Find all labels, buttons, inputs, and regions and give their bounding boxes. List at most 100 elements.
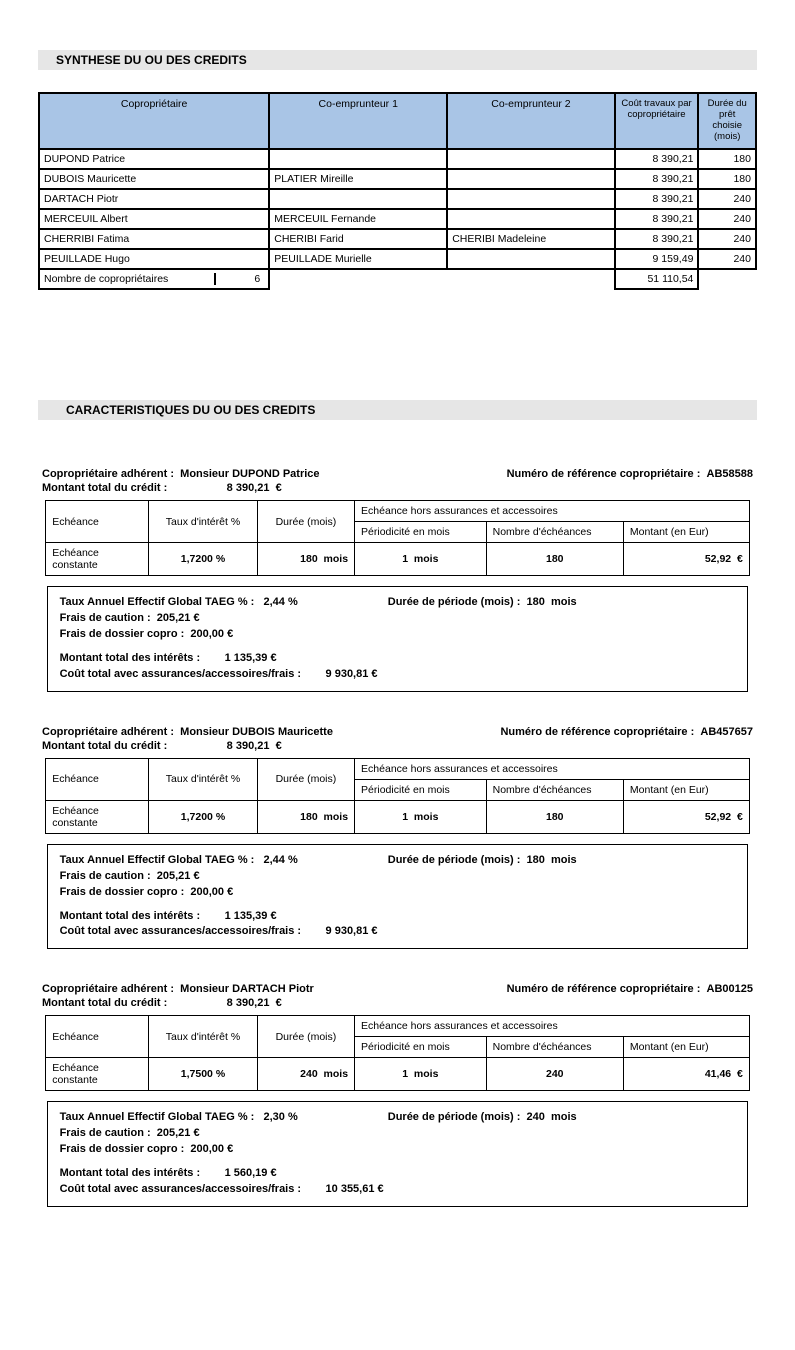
c-nb: 180 bbox=[486, 543, 623, 576]
c-taux: 1,7500 % bbox=[149, 1058, 258, 1091]
ref-line: Numéro de référence copropriétaire : AB0… bbox=[507, 983, 753, 995]
adherent-line: Copropriétaire adhérent : Monsieur DUBOI… bbox=[42, 726, 333, 738]
table-row: DUBOIS MauricettePLATIER Mireille8 390,2… bbox=[39, 169, 756, 189]
summary-box: Taux Annuel Effectif Global TAEG % : 2,3… bbox=[47, 1101, 749, 1207]
cell-dur: 180 bbox=[698, 169, 756, 189]
h-duree: Durée (mois) bbox=[257, 501, 354, 543]
cell-cost: 8 390,21 bbox=[615, 169, 699, 189]
footer-total: 51 110,54 bbox=[615, 269, 699, 289]
cell-copro: DARTACH Piotr bbox=[39, 189, 269, 209]
cell-dur: 240 bbox=[698, 249, 756, 269]
caution-line: Frais de caution : 205,21 € bbox=[60, 869, 736, 885]
dureeperiode-line: Durée de période (mois) : 180 mois bbox=[388, 853, 577, 869]
cell-cost: 8 390,21 bbox=[615, 149, 699, 169]
cell-co2 bbox=[447, 149, 614, 169]
cell-copro: MERCEUIL Albert bbox=[39, 209, 269, 229]
h-nb: Nombre d'échéances bbox=[486, 1037, 623, 1058]
montant-line: Montant total du crédit : 8 390,21 € bbox=[42, 482, 753, 494]
cout-line: Coût total avec assurances/accessoires/f… bbox=[60, 924, 736, 940]
cell-co1: CHERIBI Farid bbox=[269, 229, 447, 249]
table-row: DUPOND Patrice 8 390,21180 bbox=[39, 149, 756, 169]
c-echconst: Echéance constante bbox=[46, 543, 149, 576]
h-period: Périodicité en mois bbox=[355, 522, 487, 543]
cell-dur: 240 bbox=[698, 189, 756, 209]
adherent-line: Copropriétaire adhérent : Monsieur DUPON… bbox=[42, 468, 320, 480]
dossier-line: Frais de dossier copro : 200,00 € bbox=[60, 885, 736, 901]
c-duree: 180 mois bbox=[257, 543, 354, 576]
c-period: 1 mois bbox=[355, 1058, 487, 1091]
montant-line: Montant total du crédit : 8 390,21 € bbox=[42, 997, 753, 1009]
c-duree: 180 mois bbox=[257, 800, 354, 833]
h-hors: Echéance hors assurances et accessoires bbox=[355, 1016, 750, 1037]
h-mnt: Montant (en Eur) bbox=[623, 779, 749, 800]
taeg-line: Taux Annuel Effectif Global TAEG % : 2,4… bbox=[60, 853, 298, 869]
section-title-synthese: SYNTHESE DU OU DES CREDITS bbox=[38, 50, 757, 70]
cout-line: Coût total avec assurances/accessoires/f… bbox=[60, 667, 736, 683]
cell-co1 bbox=[269, 149, 447, 169]
cell-cost: 9 159,49 bbox=[615, 249, 699, 269]
adherent-line: Copropriétaire adhérent : Monsieur DARTA… bbox=[42, 983, 314, 995]
c-taux: 1,7200 % bbox=[149, 800, 258, 833]
h-duree: Durée (mois) bbox=[257, 758, 354, 800]
h-taux: Taux d'intérêt % bbox=[149, 758, 258, 800]
interets-line: Montant total des intérêts : 1 560,19 € bbox=[60, 1166, 736, 1182]
col-cost: Coût travaux par copropriétaire bbox=[615, 93, 699, 149]
c-period: 1 mois bbox=[355, 543, 487, 576]
col-co2: Co-emprunteur 2 bbox=[447, 93, 614, 149]
table-row: DARTACH Piotr 8 390,21240 bbox=[39, 189, 756, 209]
footer-label: Nombre de copropriétaires6 bbox=[39, 269, 269, 289]
cout-line: Coût total avec assurances/accessoires/f… bbox=[60, 1182, 736, 1198]
h-duree: Durée (mois) bbox=[257, 1016, 354, 1058]
section-title-carac: CARACTERISTIQUES DU OU DES CREDITS bbox=[38, 400, 757, 420]
c-duree: 240 mois bbox=[257, 1058, 354, 1091]
c-mnt: 41,46 € bbox=[623, 1058, 749, 1091]
cell-co1: PEUILLADE Murielle bbox=[269, 249, 447, 269]
table-row: MERCEUIL AlbertMERCEUIL Fernande8 390,21… bbox=[39, 209, 756, 229]
c-mnt: 52,92 € bbox=[623, 800, 749, 833]
cell-copro: CHERRIBI Fatima bbox=[39, 229, 269, 249]
montant-line: Montant total du crédit : 8 390,21 € bbox=[42, 740, 753, 752]
cell-co2 bbox=[447, 209, 614, 229]
cell-copro: DUPOND Patrice bbox=[39, 149, 269, 169]
h-period: Périodicité en mois bbox=[355, 1037, 487, 1058]
cell-co2 bbox=[447, 189, 614, 209]
carac-table: Echéance Taux d'intérêt % Durée (mois) E… bbox=[45, 758, 750, 834]
dossier-line: Frais de dossier copro : 200,00 € bbox=[60, 1142, 736, 1158]
cell-co2 bbox=[447, 169, 614, 189]
c-nb: 180 bbox=[486, 800, 623, 833]
carac-block: Copropriétaire adhérent : Monsieur DARTA… bbox=[38, 983, 757, 1207]
h-taux: Taux d'intérêt % bbox=[149, 1016, 258, 1058]
h-hors: Echéance hors assurances et accessoires bbox=[355, 501, 750, 522]
col-duration: Durée du prêt choisie (mois) bbox=[698, 93, 756, 149]
cell-dur: 240 bbox=[698, 209, 756, 229]
table-row: CHERRIBI FatimaCHERIBI FaridCHERIBI Made… bbox=[39, 229, 756, 249]
c-period: 1 mois bbox=[355, 800, 487, 833]
c-taux: 1,7200 % bbox=[149, 543, 258, 576]
h-period: Périodicité en mois bbox=[355, 779, 487, 800]
cell-cost: 8 390,21 bbox=[615, 189, 699, 209]
table-row: PEUILLADE HugoPEUILLADE Murielle9 159,49… bbox=[39, 249, 756, 269]
cell-co1: PLATIER Mireille bbox=[269, 169, 447, 189]
c-echconst: Echéance constante bbox=[46, 800, 149, 833]
taeg-line: Taux Annuel Effectif Global TAEG % : 2,4… bbox=[60, 595, 298, 611]
dureeperiode-line: Durée de période (mois) : 240 mois bbox=[388, 1110, 577, 1126]
caution-line: Frais de caution : 205,21 € bbox=[60, 1126, 736, 1142]
col-co1: Co-emprunteur 1 bbox=[269, 93, 447, 149]
cell-co1 bbox=[269, 189, 447, 209]
h-echeance: Echéance bbox=[46, 758, 149, 800]
h-taux: Taux d'intérêt % bbox=[149, 501, 258, 543]
ref-line: Numéro de référence copropriétaire : AB4… bbox=[500, 726, 753, 738]
carac-table: Echéance Taux d'intérêt % Durée (mois) E… bbox=[45, 1015, 750, 1091]
h-echeance: Echéance bbox=[46, 501, 149, 543]
caution-line: Frais de caution : 205,21 € bbox=[60, 611, 736, 627]
synthese-table: Copropriétaire Co-emprunteur 1 Co-emprun… bbox=[38, 92, 757, 290]
h-echeance: Echéance bbox=[46, 1016, 149, 1058]
cell-co1: MERCEUIL Fernande bbox=[269, 209, 447, 229]
ref-line: Numéro de référence copropriétaire : AB5… bbox=[507, 468, 753, 480]
c-nb: 240 bbox=[486, 1058, 623, 1091]
c-mnt: 52,92 € bbox=[623, 543, 749, 576]
carac-block: Copropriétaire adhérent : Monsieur DUPON… bbox=[38, 468, 757, 692]
cell-dur: 180 bbox=[698, 149, 756, 169]
cell-dur: 240 bbox=[698, 229, 756, 249]
h-hors: Echéance hors assurances et accessoires bbox=[355, 758, 750, 779]
